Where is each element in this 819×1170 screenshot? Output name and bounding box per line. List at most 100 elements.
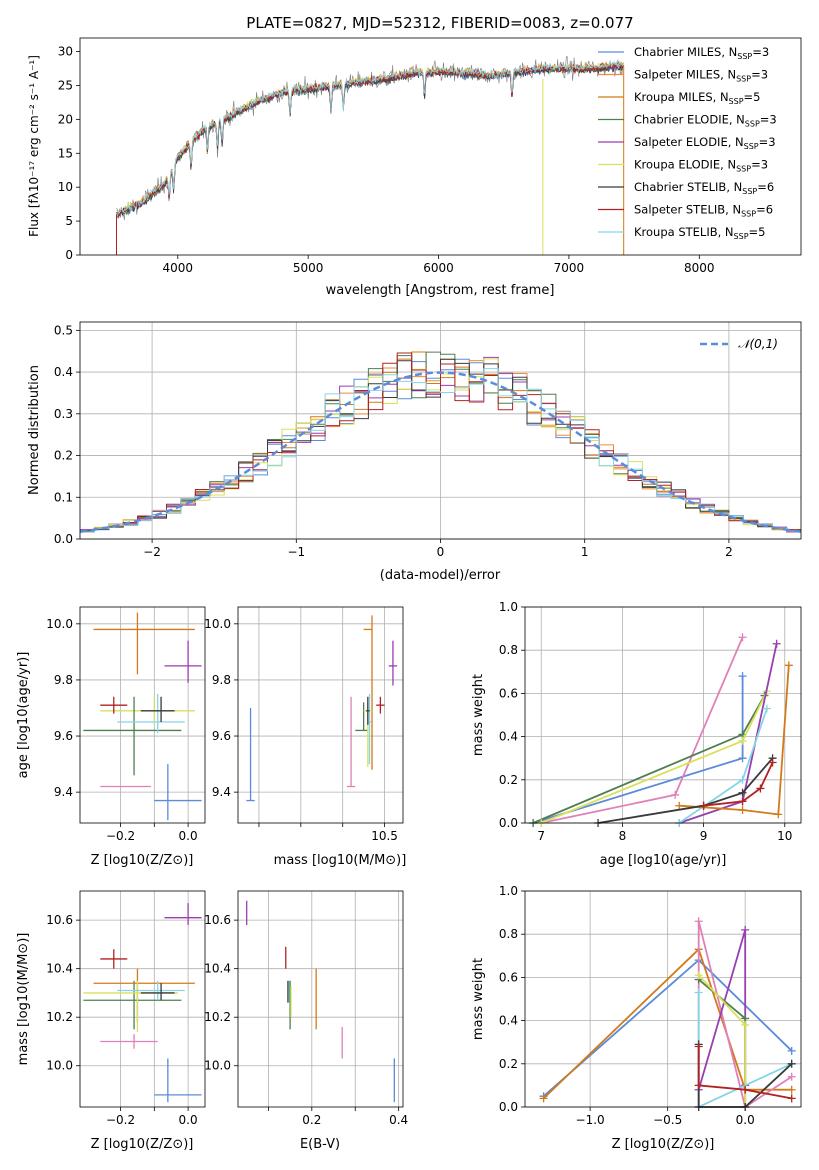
legend-label-rest: =3 (752, 45, 769, 59)
weight-marker (787, 1085, 796, 1094)
x-tick-label: 7 (537, 829, 545, 843)
x-tick-label: 2 (725, 545, 733, 559)
y-tick-label: 9.4 (212, 785, 231, 799)
legend-label-rest: =3 (760, 113, 777, 127)
y-tick-label: 0.2 (499, 1057, 518, 1071)
weight-series-line (697, 1046, 792, 1100)
legend-subscript: SSP (734, 232, 749, 241)
y-tick-label: 9.8 (212, 673, 231, 687)
x-tick-label: 7000 (554, 261, 585, 275)
x-tick-label: 9 (700, 829, 708, 843)
y-tick-label: 10.6 (46, 913, 73, 927)
massZ-x-label: Z [log10(Z/Z⊙)] (91, 1137, 194, 1152)
weight-marker (738, 633, 747, 642)
y-tick-label: 9.8 (54, 673, 73, 687)
ageZ-y-label: age [log10(age/yr)] (16, 652, 31, 779)
legend-label-rest: =3 (751, 68, 768, 82)
y-tick-label: 0.4 (499, 730, 518, 744)
legend-label: Kroupa STELIB, NSSP=5 (634, 225, 765, 241)
wAge-x-label: age [log10(age/yr)] (600, 853, 727, 868)
legend-label: Salpeter ELODIE, NSSP=3 (634, 135, 776, 151)
y-tick-label: 0.5 (54, 323, 73, 337)
legend-subscript: SSP (736, 75, 751, 84)
y-tick-label: 0.2 (54, 449, 73, 463)
y-tick-label: 0.8 (499, 927, 518, 941)
x-tick-label: 0.2 (302, 1113, 321, 1127)
errorbar-points (246, 900, 395, 1103)
y-tick-label: 9.4 (54, 785, 73, 799)
weight-marker (787, 1094, 796, 1103)
weight-marker (738, 788, 747, 797)
spectrum-panel: PLATE=0827, MJD=52312, FIBERID=0083, z=0… (27, 14, 802, 298)
y-tick-label: 0.4 (499, 1014, 518, 1028)
axes-frame (79, 890, 206, 1108)
y-tick-label: 5 (65, 214, 73, 228)
legend-subscript: SSP (745, 120, 760, 129)
y-tick-label: 0.0 (54, 532, 73, 546)
weight-marker (741, 1085, 750, 1094)
errorbar-points (83, 612, 202, 821)
weight-marker (756, 784, 765, 793)
y-tick-label: 1.0 (499, 600, 518, 614)
x-tick-label: −1.0 (576, 1113, 605, 1127)
weight-marker (774, 810, 783, 819)
x-tick-label: 1 (581, 545, 589, 559)
legend-subscript: SSP (741, 210, 756, 219)
legend-label-rest: =6 (757, 180, 774, 194)
legend-label-rest: =6 (756, 203, 773, 217)
x-tick-label: 0.0 (179, 1113, 198, 1127)
legend-subscript: SSP (736, 165, 751, 174)
legend-label: Salpeter MILES, NSSP=3 (634, 68, 768, 84)
massE-x-label: E(B-V) (300, 1137, 340, 1152)
y-tick-label: 9.6 (212, 729, 231, 743)
axes-frame (237, 606, 404, 824)
weight-marker (694, 1042, 703, 1051)
weight-vs-Z-panel: Z [log10(Z/Z⊙)] mass weight −1.0 −0.5 0.0 0… (471, 884, 802, 1152)
weight-series-line (532, 695, 766, 824)
weight-series-line (541, 636, 744, 824)
x-tick-label: 0 (437, 545, 445, 559)
x-tick-label: 0.0 (736, 1113, 755, 1127)
y-tick-label: 0.0 (499, 816, 518, 830)
weight-marker (694, 971, 703, 980)
wZ-x-label: Z [log10(Z/Z⊙)] (612, 1137, 715, 1152)
weight-series-line (542, 947, 792, 1100)
weight-series-line (697, 929, 747, 1090)
axes-frame (524, 890, 802, 1108)
mass-vs-Z-panel: Z [log10(Z/Z⊙)] mass [log10(M/M⊙)] −0.2 0… (16, 890, 206, 1152)
legend-label: Kroupa MILES, NSSP=5 (634, 90, 760, 106)
weight-marker (787, 1059, 796, 1068)
y-tick-label: 10.0 (46, 617, 73, 631)
y-tick-label: 1.0 (499, 884, 518, 898)
x-tick-label: −0.5 (653, 1113, 682, 1127)
weight-marker (784, 661, 793, 670)
legend-label-rest: =5 (744, 90, 761, 104)
y-tick-label: 0.1 (54, 490, 73, 504)
axes-frame (79, 606, 206, 824)
histogram-step-line (80, 352, 801, 533)
weight-marker (738, 806, 747, 815)
legend-label-rest: =5 (749, 225, 766, 239)
legend-label-rest: =3 (759, 135, 776, 149)
x-tick-label: 8 (619, 829, 627, 843)
weight-marker (768, 758, 777, 767)
weight-marker (738, 775, 747, 784)
weight-lines (529, 633, 793, 827)
weight-marker (787, 1072, 796, 1081)
x-tick-label: −2 (143, 545, 161, 559)
y-tick-label: 10.2 (204, 1010, 231, 1024)
weight-marker (694, 1081, 703, 1090)
residuals-x-label: (data-model)/error (380, 568, 501, 583)
legend-label: Chabrier ELODIE, NSSP=3 (634, 113, 777, 129)
y-tick-label: 0.3 (54, 407, 73, 421)
axes-frame (524, 606, 802, 824)
y-tick-label: 10.4 (204, 962, 231, 976)
x-tick-label: 10 (777, 829, 792, 843)
legend-label: Salpeter STELIB, NSSP=6 (634, 203, 773, 219)
y-tick-label: 10.4 (46, 962, 73, 976)
y-tick-label: 10.0 (204, 1059, 231, 1073)
weight-marker (772, 639, 781, 648)
x-tick-label: 10.5 (371, 829, 398, 843)
model-spectrum-line (116, 60, 624, 218)
